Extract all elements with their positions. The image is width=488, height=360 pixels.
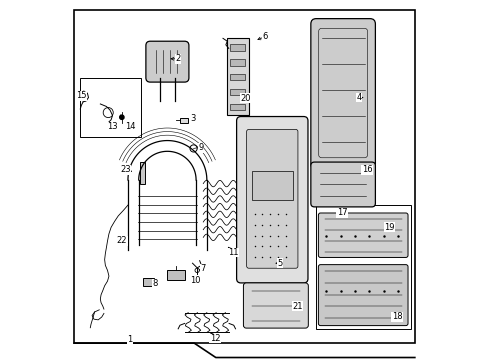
Bar [251,171,292,200]
Text: 17: 17 [336,208,346,217]
Text: 10: 10 [189,276,200,285]
FancyBboxPatch shape [310,162,375,207]
Bar [167,270,184,280]
Text: 23: 23 [120,166,130,175]
Bar [230,44,244,51]
FancyBboxPatch shape [318,265,407,325]
Text: 11: 11 [227,248,238,257]
Text: 4: 4 [356,93,361,102]
FancyBboxPatch shape [236,117,307,283]
Text: 7: 7 [200,264,205,273]
Text: 13: 13 [107,122,118,131]
Circle shape [120,115,124,120]
Bar [140,162,144,184]
Text: 18: 18 [391,312,402,321]
Bar [226,39,248,116]
FancyBboxPatch shape [310,19,375,169]
Bar [230,89,244,95]
Text: 9: 9 [198,143,203,152]
Text: 8: 8 [152,279,157,288]
Text: 22: 22 [116,237,127,246]
Text: 21: 21 [292,302,302,311]
Text: 6: 6 [262,32,267,41]
FancyBboxPatch shape [243,283,308,328]
FancyBboxPatch shape [246,130,297,268]
Text: 3: 3 [189,114,195,123]
Bar [230,104,244,110]
Bar [80,78,141,137]
Text: 15: 15 [76,91,87,100]
Text: 14: 14 [125,122,136,131]
Bar [230,59,244,66]
Text: 19: 19 [384,223,394,232]
Text: 12: 12 [209,334,220,343]
Bar [180,118,187,123]
Text: 1: 1 [127,335,132,344]
Bar [230,74,244,81]
Bar [316,205,410,329]
Text: 20: 20 [240,94,250,103]
Text: 5: 5 [277,259,282,268]
Bar [143,278,154,286]
Text: 16: 16 [361,166,372,175]
Text: 2: 2 [175,54,181,63]
FancyBboxPatch shape [318,213,407,257]
FancyBboxPatch shape [145,41,188,82]
